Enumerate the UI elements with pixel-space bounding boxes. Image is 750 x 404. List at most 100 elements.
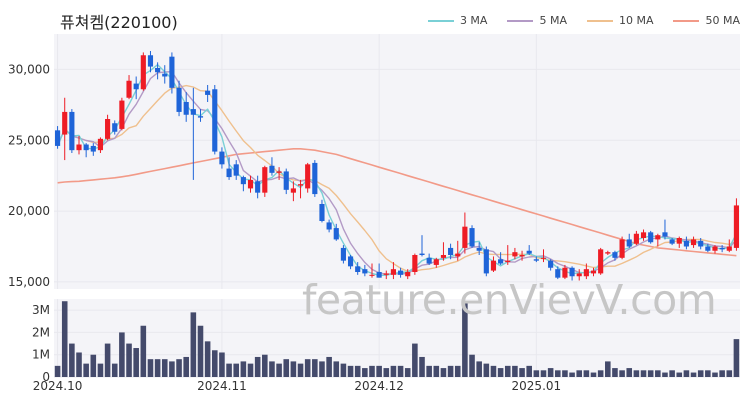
volume-bar [583,370,590,377]
candle-body [490,260,497,271]
candle-body [326,222,332,230]
volume-bar [369,365,375,377]
candle-body [598,249,604,274]
candle-body [255,181,261,193]
legend-item-ma10[interactable]: 10 MA [586,14,653,27]
candle-body [119,100,125,129]
volume-bar [519,368,525,377]
volume-bar [526,365,532,377]
candle-body [219,151,225,165]
candle-body [719,247,725,250]
price-tick-label: 15,000 [8,275,50,289]
candle-body [469,228,475,247]
volume-bar [597,370,604,377]
candle-body [533,259,539,261]
volume-bar [83,363,89,377]
candle-body [297,184,304,186]
volume-bar [404,368,411,377]
candle-body [462,226,468,248]
volume-bar [697,370,704,377]
candlestick-layer [55,51,739,281]
volume-bar [340,363,347,377]
candle-body [455,253,461,257]
candle-body [55,130,61,146]
volume-bar [397,365,404,377]
candle-body [476,247,482,251]
candle-body [347,256,354,267]
volume-bar [633,370,640,377]
volume-bar [154,359,161,377]
candle-body [290,188,296,193]
candle-body [212,89,218,152]
candle-body [419,253,425,255]
volume-bar [276,363,282,377]
candle-body [505,260,511,263]
candle-body [147,55,154,67]
legend-item-ma5[interactable]: 5 MA [507,14,567,27]
volume-bar [612,368,618,377]
volume-bar [176,359,182,377]
volume-bar [290,361,297,377]
volume-bar [469,354,475,377]
volume-bar [211,350,218,377]
candle-body [169,56,175,88]
price-tick-label: 20,000 [8,204,50,218]
volume-bar [640,370,647,377]
volume-bar [262,354,268,377]
candle-body [655,235,661,240]
candle-body [97,138,104,151]
legend-item-ma50[interactable]: 50 MA [673,14,740,27]
candle-body [648,232,654,243]
candle-body [440,255,447,258]
volume-bar [54,365,61,377]
volume-bar [533,370,540,377]
volume-bar [712,372,718,377]
candle-body [140,55,146,90]
candle-body [569,267,575,277]
price-plot-area [54,34,740,289]
volume-bar [90,354,97,377]
legend-item-ma3[interactable]: 3 MA [427,14,487,27]
volume-bar [183,356,189,377]
volume-bar [512,365,518,377]
volume-bar [447,365,454,377]
candle-body [405,272,411,277]
chart-title: 퓨쳐켐(220100) [60,13,178,32]
volume-bar [269,361,275,377]
volume-bar [476,361,482,377]
volume-bar [540,370,547,377]
volume-bar [347,365,354,377]
candle-body [733,205,739,248]
candle-body [540,257,547,259]
watermark: feature.enVievV.com [302,276,717,324]
volume-bar [419,356,425,377]
candle-body [183,102,189,115]
candle-body [340,247,346,261]
volume-bar [483,363,490,377]
candle-body [426,257,432,264]
legend-swatch-ma50 [673,19,700,22]
volume-bar [690,372,697,377]
candle-body [83,144,89,151]
volume-tick-label: 1M [32,348,50,362]
volume-bar [619,370,625,377]
candle-body [705,246,711,251]
candle-body [512,252,518,257]
volume-tick-label: 2M [32,325,50,339]
volume-bar [333,361,340,377]
volume-bar [440,368,447,377]
candle-body [133,83,139,90]
volume-bar [197,325,204,377]
volume-bar [97,363,104,377]
legend-swatch-ma10 [586,19,613,22]
legend-swatch-ma3 [427,19,454,22]
candle-body [333,228,339,240]
candle-body [712,246,718,251]
volume-bar [126,343,132,377]
volume-bar [147,359,154,377]
volume-bar [169,361,175,377]
candle-body [390,269,396,275]
candle-body [162,73,168,77]
candle-body [62,111,68,135]
candle-body [240,177,246,185]
